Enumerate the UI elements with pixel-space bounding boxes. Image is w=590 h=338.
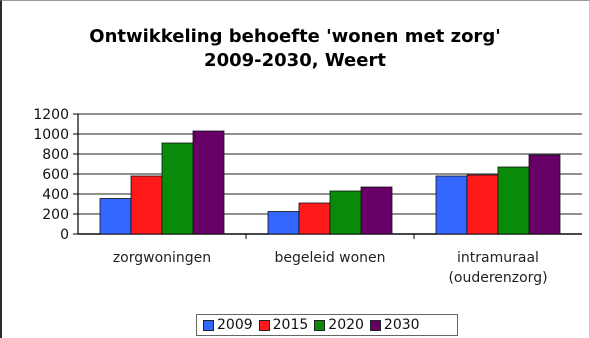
chart-title-line-2: 2009-2030, Weert (204, 50, 386, 71)
bar-2030-0 (192, 130, 225, 235)
bar-2015-0 (130, 175, 163, 235)
legend-item: 2030 (369, 317, 420, 333)
legend: 2009 2015 2020 2030 (196, 314, 458, 336)
y-tick-label: 400 (42, 187, 69, 203)
legend-label: 2015 (272, 317, 309, 333)
legend-item: 2009 (203, 317, 253, 333)
legend-label: 2030 (383, 317, 420, 333)
legend-item: 2015 (258, 317, 309, 333)
bar-2020-0 (161, 142, 194, 235)
bar-2009-0 (99, 198, 132, 235)
bar-2030-2 (528, 154, 561, 235)
bar-2009-1 (267, 211, 300, 235)
legend-swatch (203, 319, 214, 331)
bar-2009-2 (435, 175, 468, 235)
y-tick-label: 1200 (33, 107, 69, 123)
bar-2020-1 (329, 190, 362, 235)
chart-title-line-1: Ontwikkeling behoefte 'wonen met zorg' (89, 26, 501, 47)
y-tick-label: 200 (42, 207, 69, 223)
y-tick-label: 1000 (33, 127, 69, 143)
y-tick-label: 0 (60, 227, 69, 243)
x-tick-label: intramuraal (ouderenzorg) (423, 248, 573, 288)
x-tick-label-line: begeleid wonen (274, 250, 386, 266)
legend-item: 2020 (314, 317, 364, 333)
bar-2030-1 (360, 186, 393, 235)
bar-2020-2 (497, 166, 530, 235)
legend-label: 2020 (328, 317, 364, 333)
y-tick-label: 600 (42, 167, 69, 183)
x-tick-label: begeleid wonen (255, 248, 405, 268)
legend-swatch (314, 319, 326, 331)
legend-swatch (258, 319, 270, 331)
y-tick-label: 800 (42, 147, 69, 163)
legend-swatch (369, 319, 381, 331)
x-tick-label-line: intramuraal (457, 250, 539, 266)
legend-label: 2009 (217, 317, 253, 333)
bar-2015-2 (466, 174, 499, 235)
x-tick-label: zorgwoningen (87, 248, 237, 268)
x-tick-label-line: (ouderenzorg) (448, 270, 548, 286)
bar-2015-1 (298, 202, 331, 235)
x-tick-label-line: zorgwoningen (112, 250, 212, 266)
